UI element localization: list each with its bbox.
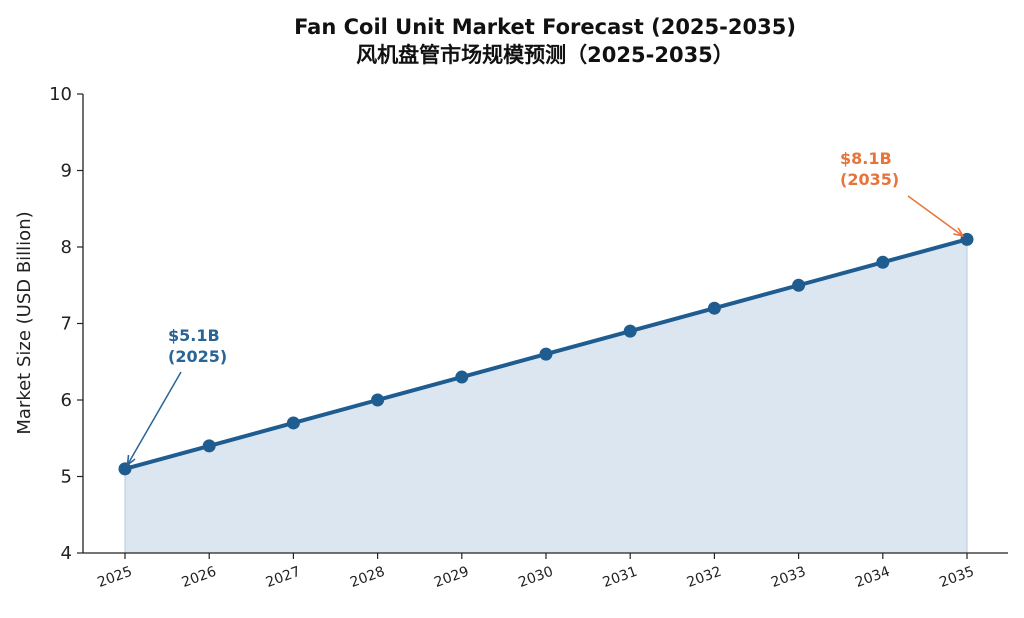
data-point — [371, 393, 385, 407]
x-tick-label: 2031 — [601, 564, 640, 591]
data-point — [539, 347, 553, 361]
data-point — [286, 416, 300, 430]
data-point — [202, 439, 216, 453]
x-tick-label: 2029 — [432, 564, 471, 591]
data-point — [707, 301, 721, 315]
data-point — [792, 278, 806, 292]
y-tick-label: 4 — [61, 543, 72, 564]
chart-title-chinese: 风机盘管市场规模预测（2025-2035） — [356, 43, 734, 67]
annotation-end-arrow — [907, 195, 962, 235]
x-tick-label: 2026 — [180, 564, 219, 591]
y-tick-label: 7 — [61, 314, 72, 335]
chart-title: Fan Coil Unit Market Forecast (2025-2035… — [294, 15, 796, 39]
annotation-start-value: $5.1B — [168, 326, 220, 345]
annotation-start-arrow — [128, 371, 182, 464]
x-tick-label: 2033 — [769, 564, 808, 591]
area-layer — [124, 239, 968, 553]
x-tick-label: 2027 — [264, 564, 303, 591]
data-point — [623, 324, 637, 338]
data-point — [960, 232, 974, 246]
data-point — [876, 255, 890, 269]
x-tick-label: 2035 — [937, 564, 976, 591]
x-tick-label: 2025 — [95, 564, 134, 591]
annotation-end-value: $8.1B — [840, 149, 892, 168]
y-tick-label: 6 — [61, 390, 72, 411]
y-tick-label: 9 — [61, 161, 72, 182]
data-point — [118, 462, 132, 476]
annotation-start: $5.1B (2025) — [128, 326, 227, 464]
x-tick-label: 2032 — [685, 564, 724, 591]
y-axis-label: Market Size (USD Billion) — [14, 211, 35, 434]
y-tick-label: 5 — [61, 467, 72, 488]
x-tick-label: 2034 — [853, 564, 892, 591]
x-tick-label: 2028 — [348, 564, 387, 591]
annotations: $5.1B (2025) $8.1B (2035) — [128, 149, 962, 464]
x-tick-label: 2030 — [516, 564, 555, 591]
data-point — [455, 370, 469, 384]
y-tick-label: 8 — [61, 237, 72, 258]
annotation-end-year: (2035) — [840, 170, 899, 189]
annotation-end: $8.1B (2035) — [840, 149, 962, 235]
y-tick-label: 10 — [49, 84, 72, 105]
annotation-start-year: (2025) — [168, 347, 227, 366]
area-fill — [125, 239, 967, 553]
